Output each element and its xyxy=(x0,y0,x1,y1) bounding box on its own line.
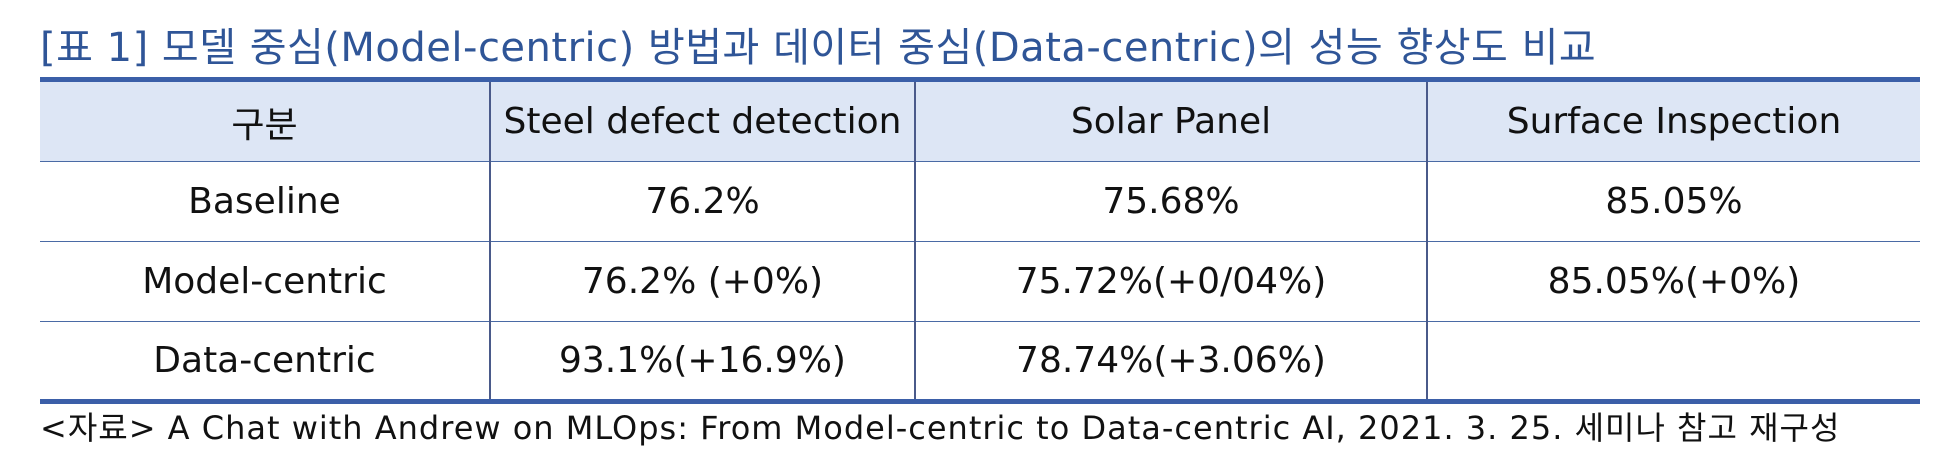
header-steel-defect-detection: Steel defect detection xyxy=(489,77,915,162)
cell-data-centric-solar: 78.74%(+3.06%) xyxy=(914,321,1427,404)
header-solar-panel: Solar Panel xyxy=(914,77,1427,162)
row-label-data-centric: Data-centric xyxy=(40,321,490,404)
comparison-table: 구분 Steel defect detection Solar Panel Su… xyxy=(40,77,1920,404)
cell-model-centric-steel: 76.2% (+0%) xyxy=(489,241,915,322)
cell-data-centric-steel: 93.1%(+16.9%) xyxy=(489,321,915,404)
source-note: <자료> A Chat with Andrew on MLOps: From M… xyxy=(40,409,1841,447)
cell-baseline-solar: 75.68% xyxy=(914,161,1427,242)
header-surface-inspection: Surface Inspection xyxy=(1426,77,1920,162)
cell-baseline-surface: 85.05% xyxy=(1426,161,1920,242)
cell-model-centric-surface: 85.05%(+0%) xyxy=(1426,241,1920,322)
table-header-row: 구분 Steel defect detection Solar Panel Su… xyxy=(40,77,1920,162)
row-label-baseline: Baseline xyxy=(40,161,490,242)
cell-model-centric-solar: 75.72%(+0/04%) xyxy=(914,241,1427,322)
table-caption: [표 1] 모델 중심(Model-centric) 방법과 데이터 중심(Da… xyxy=(40,25,1597,71)
comparison-table-container: 구분 Steel defect detection Solar Panel Su… xyxy=(40,77,1920,404)
cell-baseline-steel: 76.2% xyxy=(489,161,915,242)
row-label-model-centric: Model-centric xyxy=(40,241,490,322)
table-row: Data-centric 93.1%(+16.9%) 78.74%(+3.06%… xyxy=(40,321,1920,404)
header-category: 구분 xyxy=(40,77,490,162)
table-row: Model-centric 76.2% (+0%) 75.72%(+0/04%)… xyxy=(40,241,1920,322)
table-row: Baseline 76.2% 75.68% 85.05% xyxy=(40,161,1920,242)
cell-data-centric-surface xyxy=(1426,321,1920,404)
